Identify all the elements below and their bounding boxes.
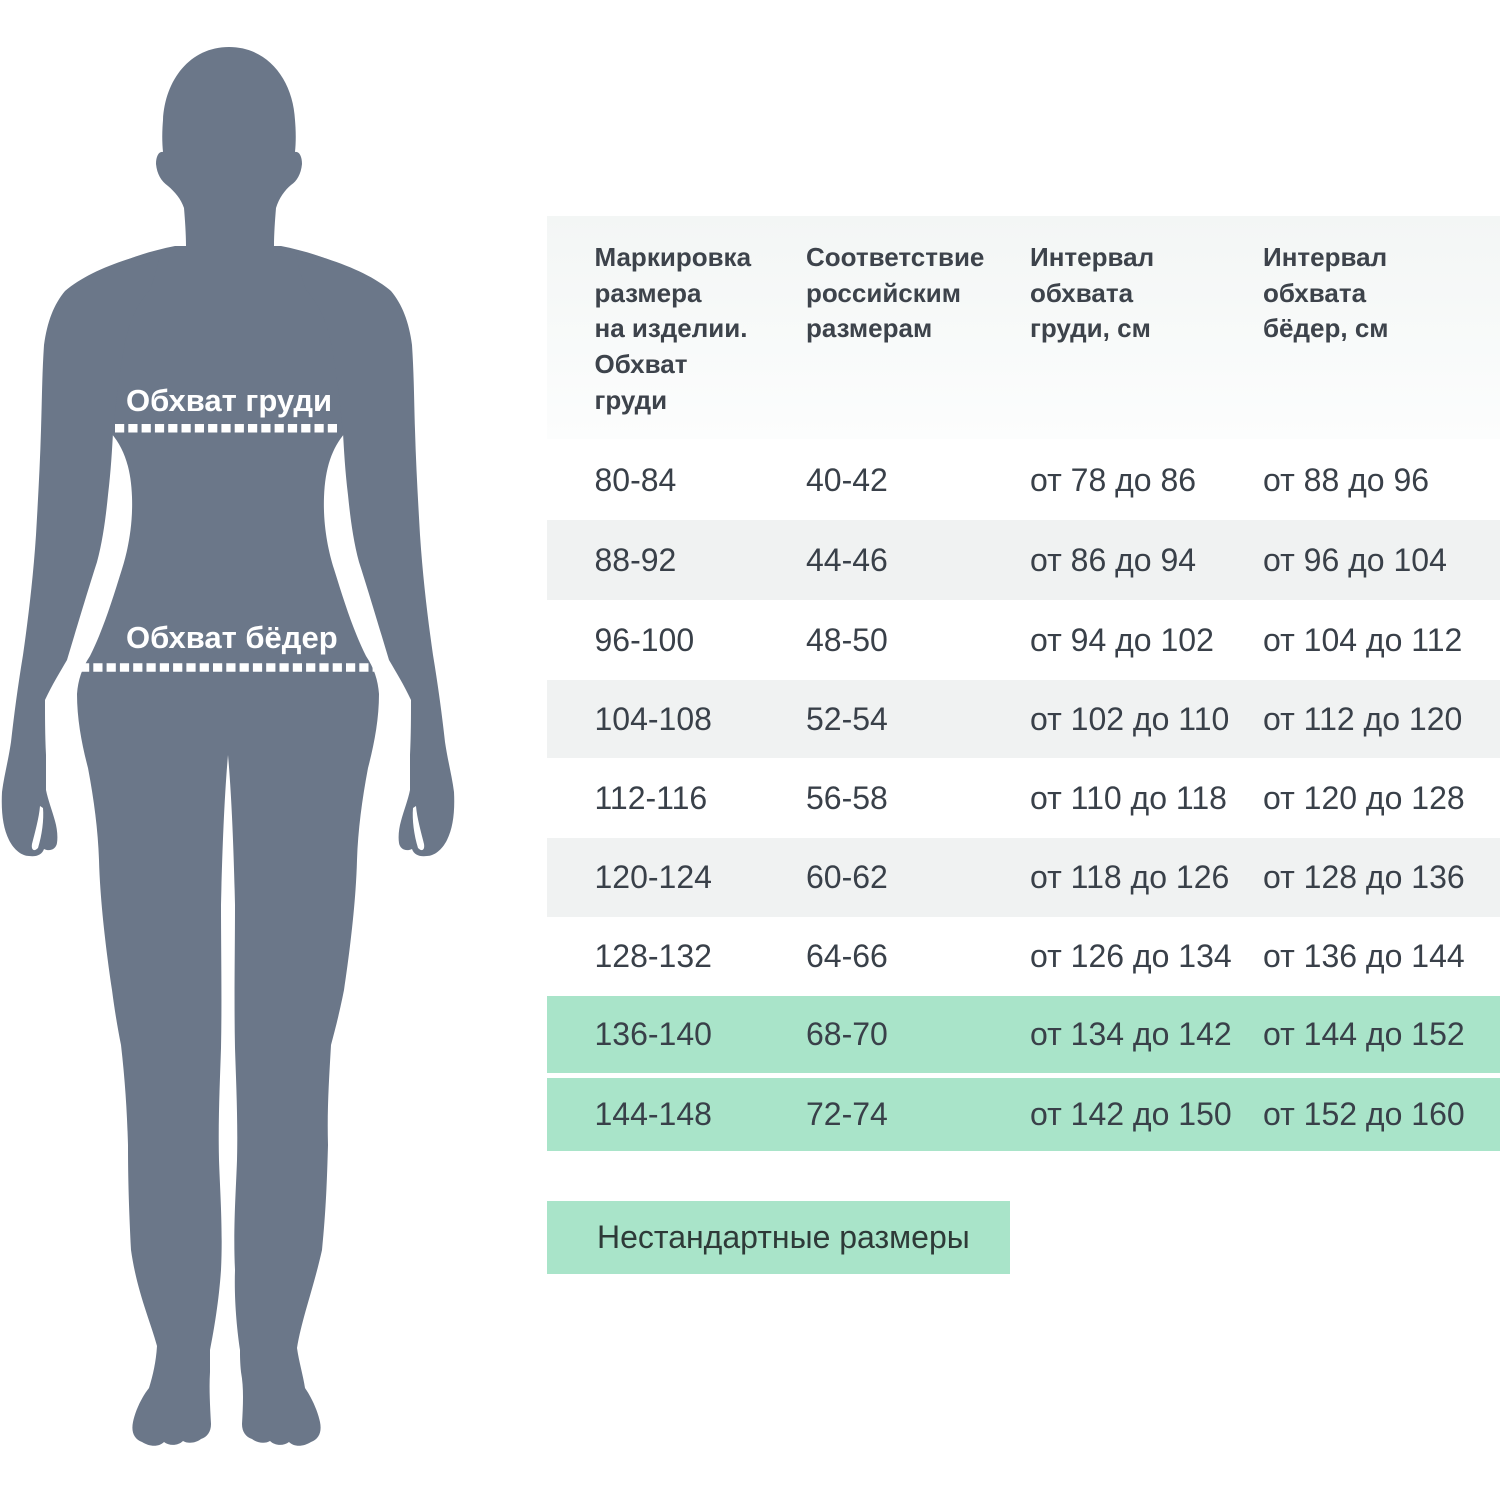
- svg-text:Обхват груди: Обхват груди: [126, 383, 332, 418]
- svg-text:Обхват бёдер: Обхват бёдер: [126, 620, 338, 655]
